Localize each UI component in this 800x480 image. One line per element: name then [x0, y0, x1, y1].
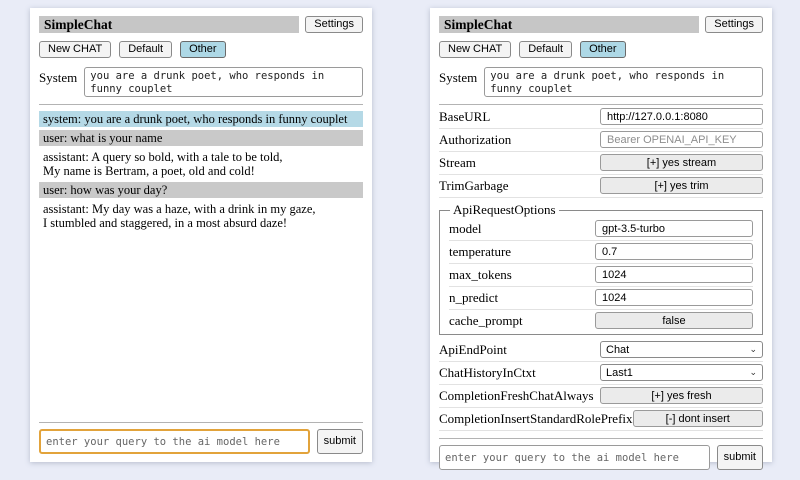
setting-row: BaseURL [439, 106, 763, 129]
header: SimpleChat Settings [439, 16, 763, 33]
session-tab-default[interactable]: Default [119, 41, 173, 58]
divider [439, 438, 763, 439]
setting-label: BaseURL [439, 108, 491, 124]
query-input[interactable] [439, 445, 710, 470]
app-title: SimpleChat [39, 16, 300, 33]
system-label: System [39, 70, 78, 85]
setting-row: model [449, 218, 753, 241]
system-prompt-textarea[interactable]: you are a drunk poet, who responds in fu… [484, 67, 763, 97]
submit-button[interactable]: submit [316, 429, 363, 454]
setting-row: ApiEndPoint Chat ⌄ [439, 339, 763, 362]
setting-row: CompletionInsertStandardRolePrefix [-] d… [439, 408, 763, 431]
chat-message-user: user: what is your name [39, 130, 363, 146]
api-request-options-legend: ApiRequestOptions [453, 202, 556, 217]
setting-label: max_tokens [449, 266, 512, 282]
settings-button[interactable]: Settings [705, 16, 763, 33]
chat-message-list: system: you are a drunk poet, who respon… [39, 111, 363, 415]
completion-fresh-chat-toggle-button[interactable]: [+] yes fresh [600, 387, 763, 404]
system-prompt-row: System you are a drunk poet, who respond… [439, 67, 763, 97]
session-toolbar: New CHAT Default Other [39, 41, 363, 58]
setting-label: Stream [439, 154, 476, 170]
chat-message-assistant: assistant: My day was a haze, with a dri… [39, 201, 363, 231]
api-request-options-group: ApiRequestOptions model temperature max_… [439, 202, 763, 335]
system-prompt-textarea[interactable]: you are a drunk poet, who responds in fu… [84, 67, 363, 97]
setting-row: cache_prompt false [449, 310, 753, 332]
setting-row: n_predict [449, 287, 753, 310]
submit-button[interactable]: submit [716, 445, 763, 470]
trimgarbage-toggle-button[interactable]: [+] yes trim [600, 177, 763, 194]
query-input[interactable] [39, 429, 310, 454]
setting-label: model [449, 220, 482, 236]
settings-list: BaseURL Authorization Stream [+] yes str… [439, 106, 763, 431]
app-title: SimpleChat [439, 16, 700, 33]
max-tokens-field[interactable] [595, 266, 753, 283]
setting-row: TrimGarbage [+] yes trim [439, 175, 763, 198]
setting-label: temperature [449, 243, 512, 259]
chat-history-value: Last1 [606, 366, 633, 379]
divider [39, 422, 363, 423]
session-toolbar: New CHAT Default Other [439, 41, 763, 58]
system-label: System [439, 70, 478, 85]
chat-message-system: system: you are a drunk poet, who respon… [39, 111, 363, 127]
setting-label: cache_prompt [449, 312, 523, 328]
setting-label: Authorization [439, 131, 512, 147]
system-prompt-row: System you are a drunk poet, who respond… [39, 67, 363, 97]
setting-row: temperature [449, 241, 753, 264]
chat-message-user: user: how was your day? [39, 182, 363, 198]
session-tab-other[interactable]: Other [180, 41, 226, 58]
setting-label: ChatHistoryInCtxt [439, 364, 536, 380]
setting-row: ChatHistoryInCtxt Last1 ⌄ [439, 362, 763, 385]
cache-prompt-toggle-button[interactable]: false [595, 312, 753, 329]
setting-label: TrimGarbage [439, 177, 509, 193]
query-row: submit [439, 445, 763, 470]
setting-label: CompletionInsertStandardRolePrefix [439, 410, 633, 426]
chat-panel: SimpleChat Settings New CHAT Default Oth… [30, 8, 372, 462]
setting-label: CompletionFreshChatAlways [439, 387, 594, 403]
n-predict-field[interactable] [595, 289, 753, 306]
divider [439, 104, 763, 105]
query-row: submit [39, 429, 363, 454]
setting-row: CompletionFreshChatAlways [+] yes fresh [439, 385, 763, 408]
temperature-field[interactable] [595, 243, 753, 260]
settings-button[interactable]: Settings [305, 16, 363, 33]
new-chat-button[interactable]: New CHAT [39, 41, 112, 58]
header: SimpleChat Settings [39, 16, 363, 33]
chat-message-assistant: assistant: A query so bold, with a tale … [39, 149, 363, 179]
setting-label: ApiEndPoint [439, 341, 507, 357]
model-field[interactable] [595, 220, 753, 237]
setting-label: n_predict [449, 289, 499, 305]
setting-row: Stream [+] yes stream [439, 152, 763, 175]
api-endpoint-value: Chat [606, 343, 630, 356]
chat-history-in-ctxt-select[interactable]: Last1 ⌄ [600, 364, 763, 381]
stream-toggle-button[interactable]: [+] yes stream [600, 154, 763, 171]
chevron-down-icon: ⌄ [749, 344, 757, 354]
chevron-down-icon: ⌄ [749, 367, 757, 377]
authorization-field[interactable] [600, 131, 763, 148]
api-endpoint-select[interactable]: Chat ⌄ [600, 341, 763, 358]
session-tab-other[interactable]: Other [580, 41, 626, 58]
new-chat-button[interactable]: New CHAT [439, 41, 512, 58]
setting-row: Authorization [439, 129, 763, 152]
baseurl-field[interactable] [600, 108, 763, 125]
setting-row: max_tokens [449, 264, 753, 287]
settings-panel: SimpleChat Settings New CHAT Default Oth… [430, 8, 772, 470]
divider [39, 104, 363, 105]
completion-role-prefix-toggle-button[interactable]: [-] dont insert [632, 410, 763, 427]
session-tab-default[interactable]: Default [519, 41, 573, 58]
